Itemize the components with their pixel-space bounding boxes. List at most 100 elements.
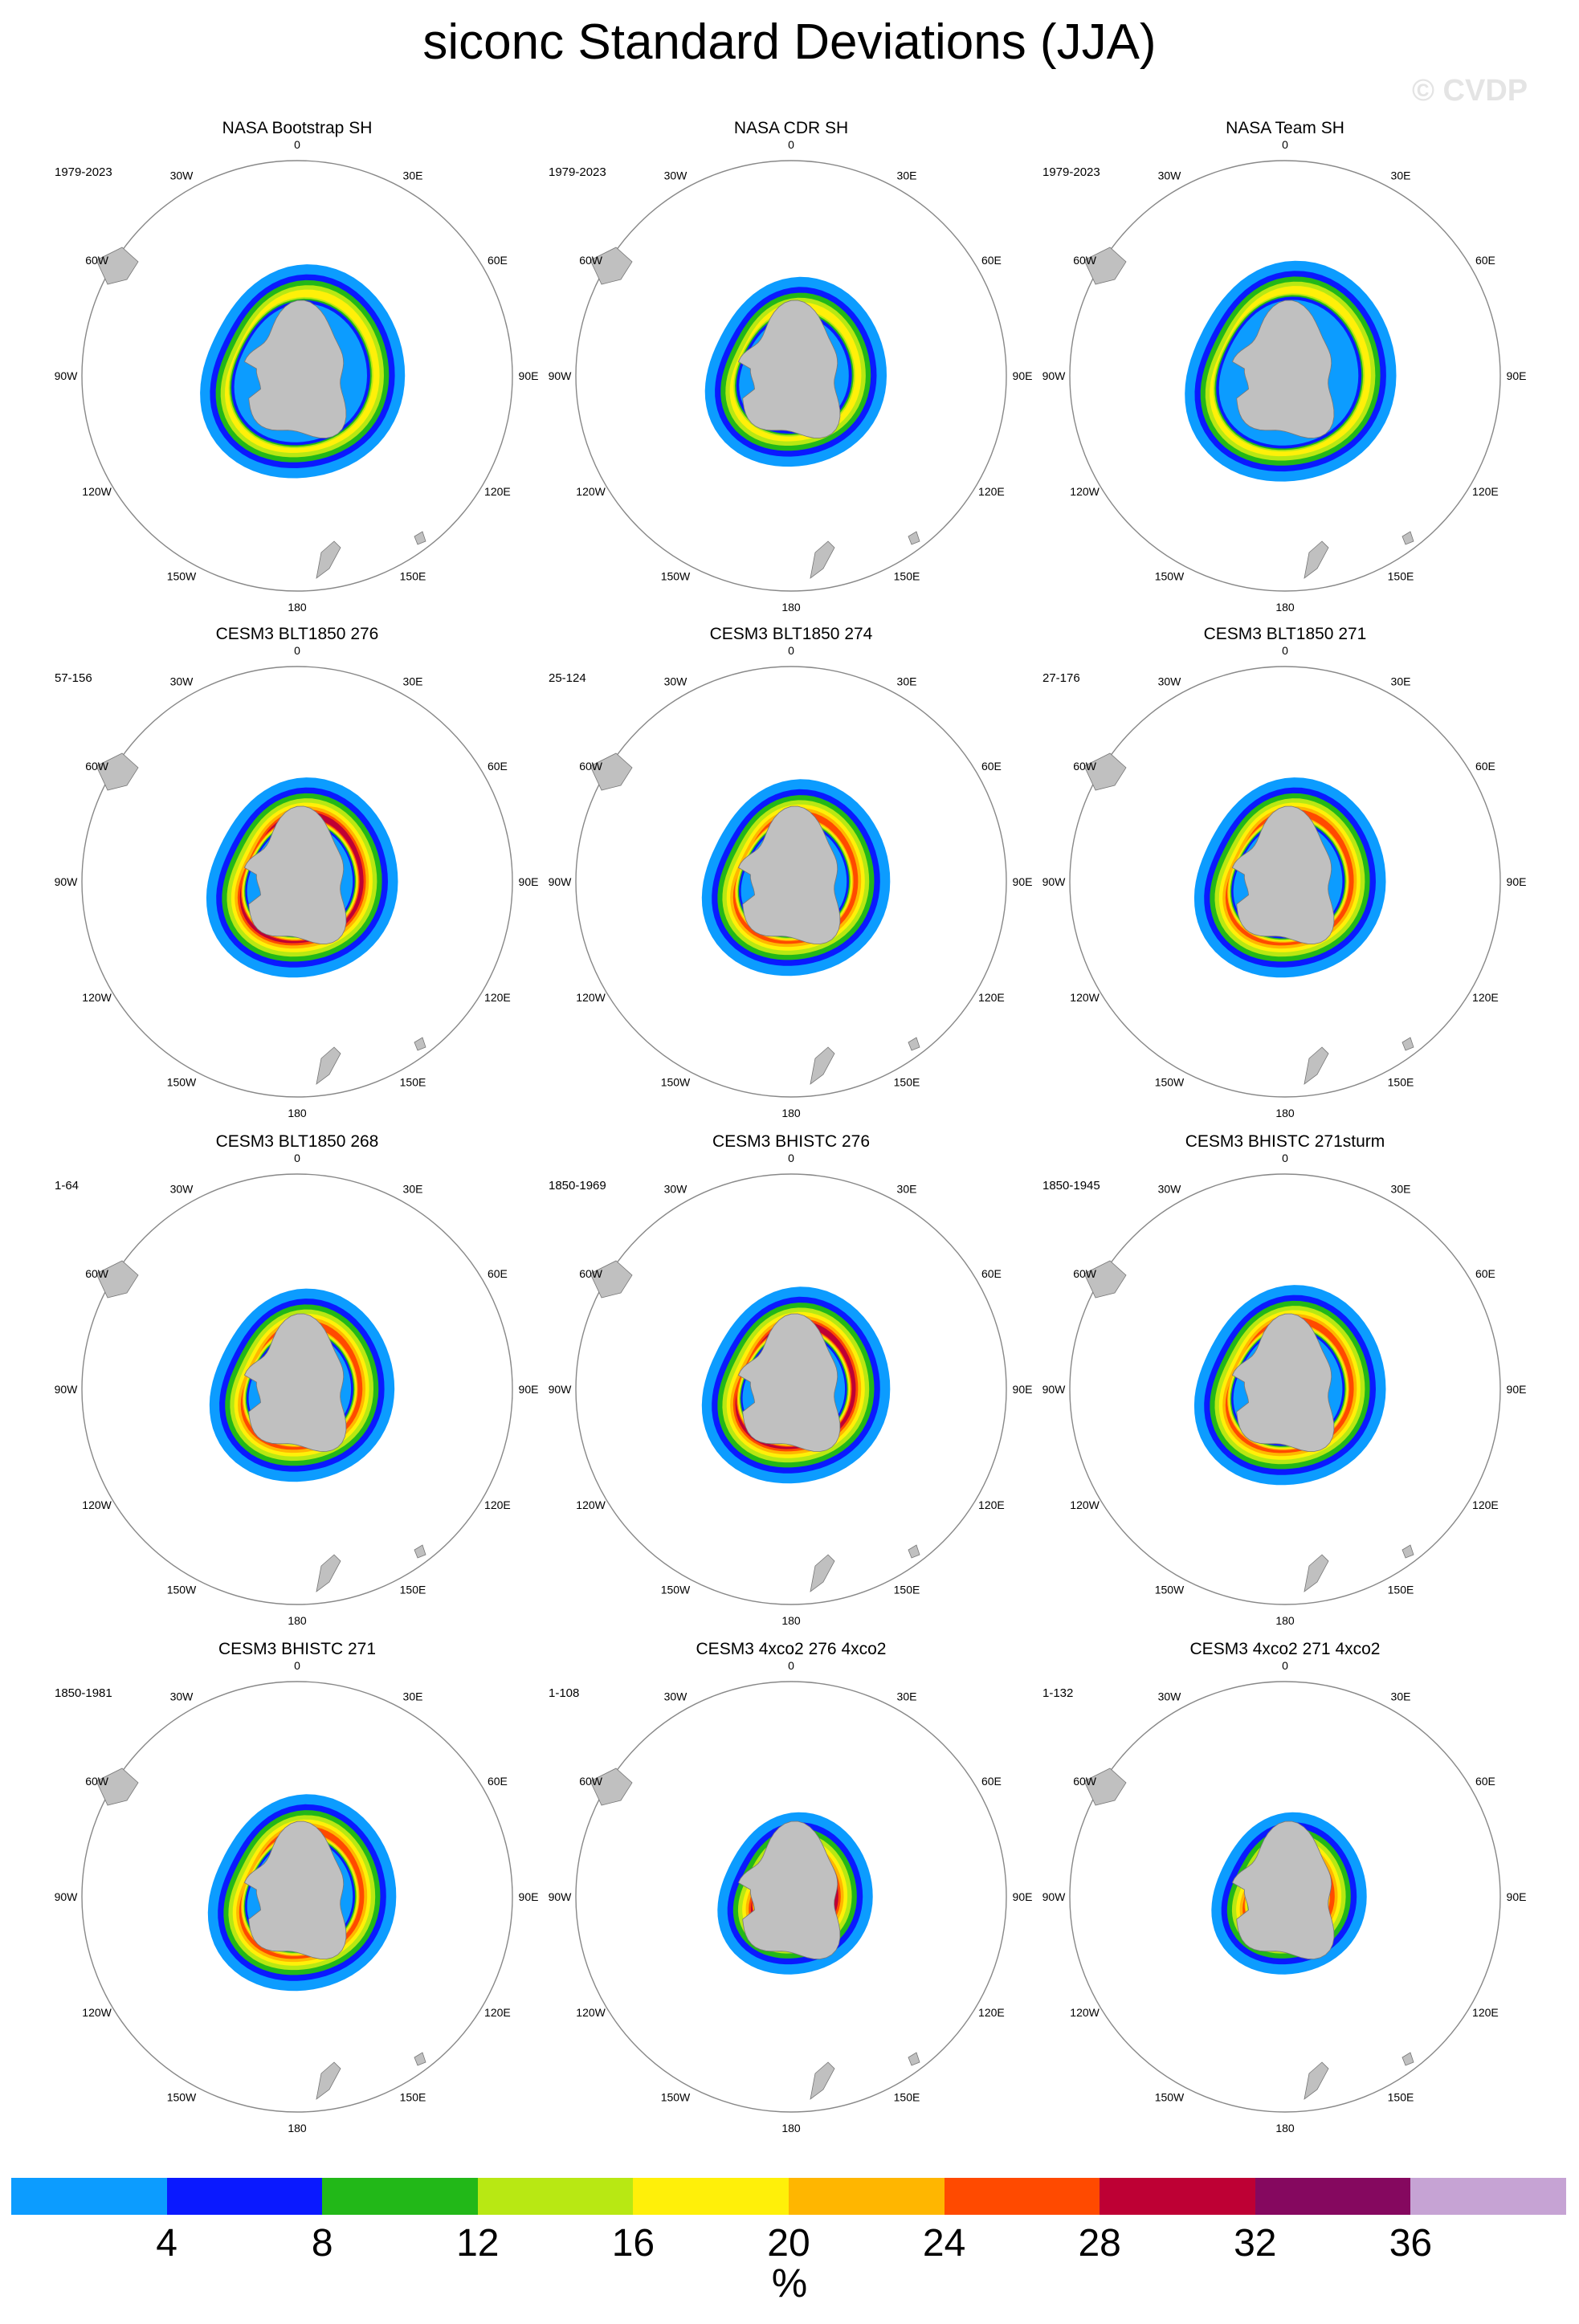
longitude-label: 60W xyxy=(85,254,109,267)
new-zealand-landmass xyxy=(1304,1554,1329,1592)
panel-title: CESM3 BLT1850 274 xyxy=(709,625,873,643)
south-america-landmass xyxy=(1083,1260,1127,1299)
longitude-label: 90W xyxy=(55,369,79,382)
panel-title: CESM3 BLT1850 271 xyxy=(1203,625,1367,643)
longitude-label: 150E xyxy=(1388,2090,1414,2103)
tasmania-landmass xyxy=(908,1037,920,1051)
longitude-label: 150W xyxy=(1155,2090,1185,2103)
longitude-label: 120W xyxy=(1070,991,1100,1004)
longitude-label: 60W xyxy=(85,760,109,773)
longitude-label: 180 xyxy=(781,1107,801,1119)
tasmania-landmass xyxy=(1402,531,1414,545)
polar-map: 0 30E 60E 90E 120E 150E 180 150W 120W 90W 60W 30W xyxy=(1042,138,1527,614)
colorbar-segment xyxy=(477,2178,634,2215)
map-panel: 0 30E 60E 90E 120E 150E 180 150W 120W 90W 60W 30W CE… xyxy=(48,625,546,1123)
longitude-label: 30E xyxy=(403,675,423,688)
longitude-label: 60W xyxy=(1073,254,1097,267)
longitude-label: 120E xyxy=(484,1498,511,1511)
panel-years: 1-64 xyxy=(55,1179,80,1193)
longitude-label: 60E xyxy=(488,254,508,267)
longitude-label: 30E xyxy=(1391,675,1411,688)
longitude-label: 90W xyxy=(549,875,573,888)
longitude-label: 60W xyxy=(1073,760,1097,773)
colorbar-segment xyxy=(1410,2178,1567,2215)
longitude-label: 30E xyxy=(897,1690,917,1703)
antarctica-landmass xyxy=(1231,805,1335,944)
map-panel: 0 30E 60E 90E 120E 150E 180 150W 120W 90W 60W 30W CE… xyxy=(1036,1640,1534,2138)
colorbar-segment xyxy=(789,2178,945,2215)
antarctica-landmass xyxy=(1231,1313,1335,1452)
longitude-label: 90W xyxy=(55,1890,79,1903)
longitude-label: 120W xyxy=(576,485,606,498)
polar-map: 0 30E 60E 90E 120E 150E 180 150W 120W 90W 60W 30W xyxy=(549,1659,1033,2134)
cvdp-watermark: © CVDP xyxy=(1412,74,1528,108)
colorbar-segment xyxy=(633,2178,790,2215)
longitude-label: 150E xyxy=(1388,1075,1414,1088)
longitude-label: 150E xyxy=(400,1075,426,1088)
antarctica-landmass xyxy=(737,805,841,944)
tasmania-landmass xyxy=(908,2052,920,2066)
longitude-label: 120E xyxy=(1472,485,1499,498)
longitude-label: 120E xyxy=(978,991,1005,1004)
longitude-label: 90W xyxy=(55,875,79,888)
polar-map: 0 30E 60E 90E 120E 150E 180 150W 120W 90W 60W 30W xyxy=(55,1152,539,1627)
longitude-label: 150W xyxy=(1155,1075,1185,1088)
antarctica-landmass xyxy=(737,1313,841,1452)
panel-years: 1-132 xyxy=(1042,1686,1074,1700)
panel-title: NASA Bootstrap SH xyxy=(222,119,373,137)
colorbar-units-label: % xyxy=(771,2261,808,2306)
panel-years: 1850-1969 xyxy=(549,1179,606,1193)
longitude-label: 30W xyxy=(664,675,688,688)
map-panel: 0 30E 60E 90E 120E 150E 180 150W 120W 90W 60W 30W CE… xyxy=(1036,625,1534,1123)
panel-years: 1979-2023 xyxy=(55,165,112,179)
antarctica-landmass xyxy=(737,1820,841,1959)
longitude-label: 180 xyxy=(1275,1614,1295,1627)
longitude-label: 0 xyxy=(294,1152,300,1164)
longitude-label: 90E xyxy=(1013,369,1033,382)
longitude-label: 30E xyxy=(1391,1183,1411,1196)
longitude-label: 30E xyxy=(403,169,423,182)
tasmania-landmass xyxy=(1402,1037,1414,1051)
polar-map: 0 30E 60E 90E 120E 150E 180 150W 120W 90W 60W 30W xyxy=(55,1659,539,2134)
longitude-label: 0 xyxy=(788,1659,794,1672)
longitude-label: 60W xyxy=(579,1775,603,1788)
longitude-label: 30E xyxy=(403,1690,423,1703)
longitude-label: 120E xyxy=(1472,1498,1499,1511)
longitude-label: 90E xyxy=(1507,369,1527,382)
new-zealand-landmass xyxy=(810,1554,835,1592)
longitude-label: 120E xyxy=(484,991,511,1004)
longitude-label: 30W xyxy=(170,169,194,182)
map-panel: 0 30E 60E 90E 120E 150E 180 150W 120W 90W 60W 30W CE… xyxy=(542,1640,1040,2138)
panel-years: 1850-1945 xyxy=(1042,1179,1100,1193)
longitude-label: 0 xyxy=(1282,1659,1288,1672)
longitude-label: 120W xyxy=(1070,1498,1100,1511)
longitude-label: 60W xyxy=(579,760,603,773)
longitude-label: 120E xyxy=(978,485,1005,498)
longitude-label: 60E xyxy=(1475,1267,1495,1280)
longitude-label: 90E xyxy=(519,1890,539,1903)
colorbar-tick-label: 28 xyxy=(1078,2222,1121,2265)
south-america-landmass xyxy=(1083,752,1127,791)
longitude-label: 60W xyxy=(579,1267,603,1280)
colorbar-segment xyxy=(11,2178,168,2215)
longitude-label: 0 xyxy=(788,138,794,151)
longitude-label: 150W xyxy=(661,2090,691,2103)
longitude-label: 150W xyxy=(167,2090,197,2103)
polar-map: 0 30E 60E 90E 120E 150E 180 150W 120W 90W 60W 30W xyxy=(1042,1659,1527,2134)
map-panel: 0 30E 60E 90E 120E 150E 180 150W 120W 90W 60W 30W NA… xyxy=(542,119,1040,617)
longitude-label: 150W xyxy=(1155,1583,1185,1596)
longitude-label: 60W xyxy=(1073,1267,1097,1280)
longitude-label: 0 xyxy=(294,138,300,151)
longitude-label: 90E xyxy=(519,875,539,888)
south-america-landmass xyxy=(1083,1767,1127,1806)
longitude-label: 90W xyxy=(549,1383,573,1396)
longitude-label: 30W xyxy=(1158,675,1182,688)
colorbar-tick-label: 4 xyxy=(156,2222,177,2265)
polar-map: 0 30E 60E 90E 120E 150E 180 150W 120W 90W 60W 30W xyxy=(549,1152,1033,1627)
tasmania-landmass xyxy=(908,1544,920,1559)
longitude-label: 0 xyxy=(788,1152,794,1164)
longitude-label: 120W xyxy=(576,2006,606,2019)
longitude-label: 150E xyxy=(894,2090,920,2103)
map-panel: 0 30E 60E 90E 120E 150E 180 150W 120W 90W 60W 30W CE… xyxy=(48,1132,546,1630)
longitude-label: 30W xyxy=(1158,1690,1182,1703)
